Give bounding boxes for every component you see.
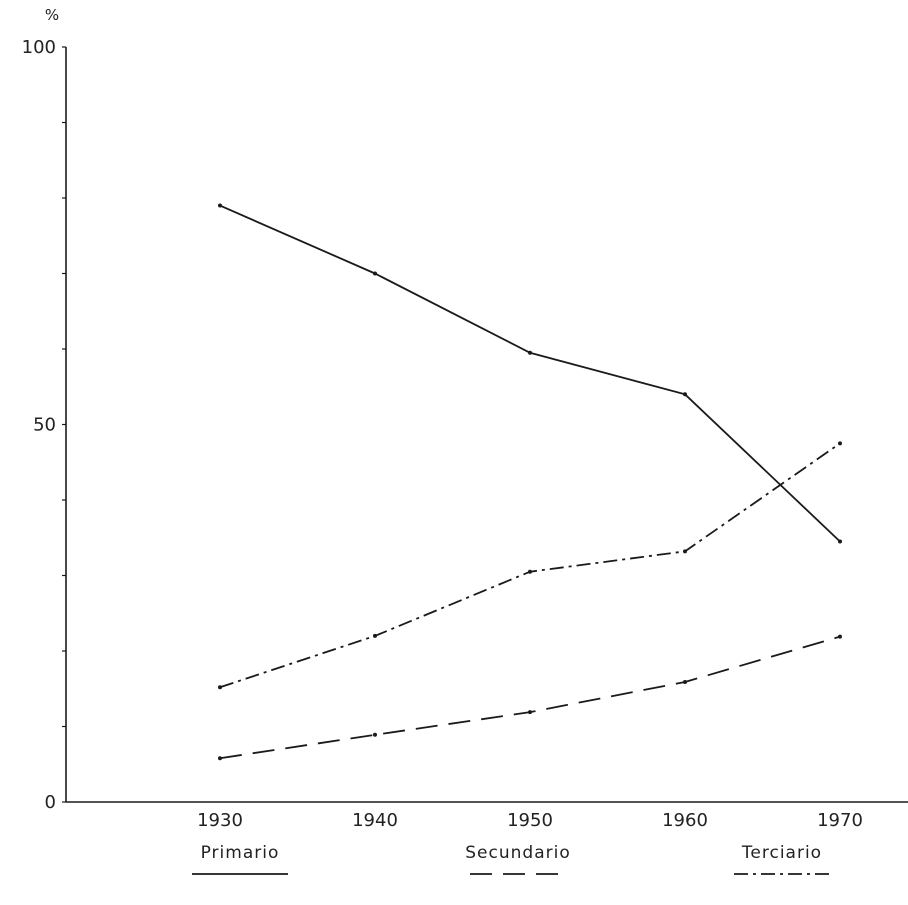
data-point	[373, 271, 377, 276]
data-point	[218, 203, 222, 208]
data-point	[218, 756, 222, 761]
x-tick-label: 1950	[507, 810, 553, 831]
series-line-primario	[219, 204, 841, 543]
data-point	[373, 633, 377, 638]
data-point	[838, 441, 842, 446]
legend-label: Primario	[201, 843, 280, 863]
data-point	[683, 392, 687, 397]
y-tick-label: 0	[45, 792, 56, 813]
series-line-terciario	[219, 442, 841, 689]
x-tick-label: 1940	[352, 810, 398, 831]
data-point	[838, 539, 842, 544]
x-ticks: 1930 1940 1950 1960 1970	[197, 810, 863, 831]
x-tick-label: 1930	[197, 810, 243, 831]
series-lines	[218, 203, 842, 761]
y-tick-label: 100	[22, 37, 56, 58]
data-point	[683, 549, 687, 554]
data-point	[683, 679, 687, 684]
data-point	[528, 350, 532, 355]
data-point	[218, 685, 222, 690]
data-point	[528, 710, 532, 715]
y-tick-label: 50	[33, 415, 56, 436]
y-unit-label: %	[45, 6, 59, 24]
data-point	[373, 732, 377, 737]
x-tick-label: 1970	[817, 810, 863, 831]
legend-label: Terciario	[741, 843, 822, 863]
data-point	[528, 569, 532, 574]
legend-label: Secundario	[465, 843, 570, 863]
y-ticks: 0 50 100	[22, 37, 66, 813]
x-tick-label: 1960	[662, 810, 708, 831]
data-point	[838, 634, 842, 639]
series-line-secundario	[219, 635, 841, 760]
legend: Primario Secundario Terciario	[192, 843, 830, 875]
